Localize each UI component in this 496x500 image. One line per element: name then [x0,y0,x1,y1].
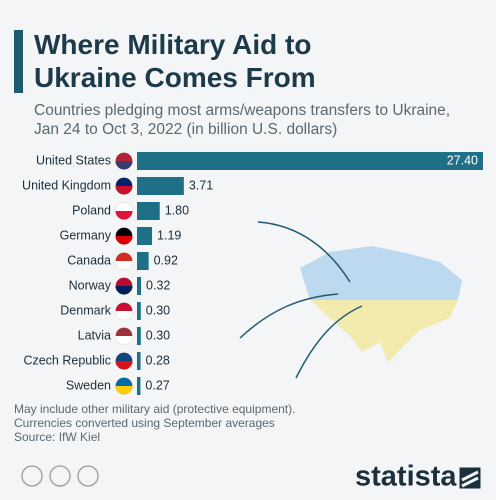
bar [137,302,141,320]
value-label: 0.92 [154,253,178,267]
flag [115,311,133,320]
bar [137,252,149,270]
flag [115,286,133,295]
flag [115,186,133,195]
category-label: United Kingdom [22,178,111,192]
bar [137,352,141,370]
logo: statista [355,461,457,493]
value-label: 0.30 [146,328,170,342]
logo-mark [456,464,484,492]
category-label: Denmark [60,303,111,317]
value-label: 0.30 [146,303,170,317]
flag [115,336,133,345]
flag [115,161,133,170]
value-label: 27.40 [447,153,478,167]
bar [137,327,141,345]
note: Currencies converted using September ave… [14,416,275,430]
flag [115,236,133,245]
category-label: Czech Republic [23,353,111,367]
category-label: Canada [67,253,111,267]
chart-title: Where Military Aid to Ukraine Comes From [34,29,316,93]
note: Source: IfW Kiel [14,430,100,444]
value-label: 1.80 [165,203,189,217]
bar [137,177,184,195]
flag [115,386,133,395]
chart-subtitle: Countries pledging most arms/weapons tra… [34,102,451,138]
category-label: Poland [72,203,111,217]
bar [137,377,141,395]
flag [115,361,133,370]
ukraine-map [239,221,462,379]
value-label: 0.28 [146,353,170,367]
value-label: 0.32 [146,278,170,292]
bar [137,277,142,295]
category-label: United States [36,153,111,167]
bar [137,227,153,245]
bar [137,152,483,170]
category-label: Latvia [78,328,111,342]
category-label: Norway [69,278,112,292]
accent-bar [14,30,23,93]
value-label: 1.19 [157,228,181,242]
category-label: Sweden [66,378,111,392]
bar [137,202,160,220]
category-label: Germany [60,228,112,242]
value-label: 0.27 [145,378,169,392]
value-label: 3.71 [189,178,213,192]
note: May include other military aid (protecti… [14,402,295,416]
flag [115,261,133,270]
flag [115,211,133,220]
license-icons [21,465,99,487]
